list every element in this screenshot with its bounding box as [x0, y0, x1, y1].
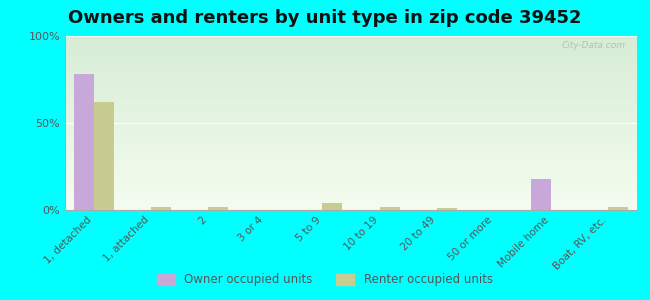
Bar [437, 208, 457, 210]
Bar [531, 179, 551, 210]
Bar [322, 203, 343, 210]
Bar [208, 206, 228, 210]
Bar [73, 74, 94, 210]
Bar [380, 206, 400, 210]
Text: Owners and renters by unit type in zip code 39452: Owners and renters by unit type in zip c… [68, 9, 582, 27]
Bar [94, 102, 114, 210]
Text: City-Data.com: City-Data.com [562, 41, 625, 50]
Bar [151, 206, 171, 210]
Bar [608, 206, 629, 210]
Legend: Owner occupied units, Renter occupied units: Owner occupied units, Renter occupied un… [153, 269, 497, 291]
